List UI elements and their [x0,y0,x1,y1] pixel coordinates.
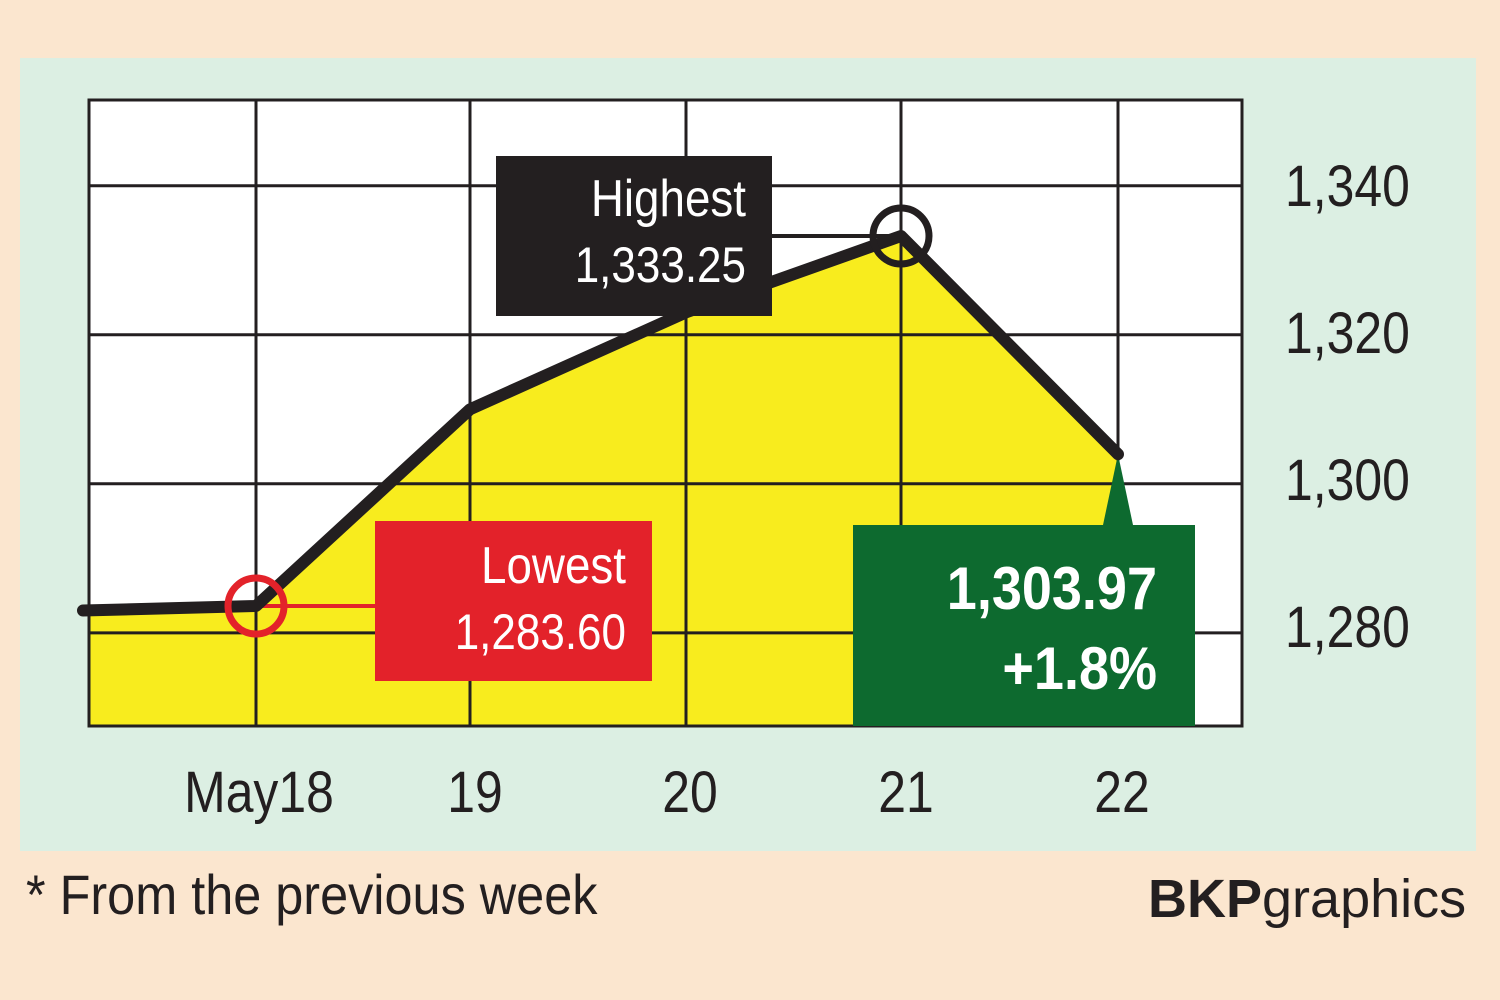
lowest-value: 1,283.60 [454,604,626,660]
brand-bold: BKP [1148,869,1263,929]
y-tick-label: 1,280 [1285,595,1410,660]
x-tick-label: 21 [878,760,934,825]
y-tick-label: 1,320 [1285,301,1410,366]
x-tick-label: 19 [447,760,503,825]
lowest-callout: Lowest 1,283.60 [375,521,652,681]
footnote: * From the previous week [26,863,598,926]
lowest-marker [224,574,288,638]
y-tick-label: 1,300 [1285,448,1410,513]
latest-change: +1.8% [1002,635,1157,702]
highest-marker [869,204,933,268]
x-tick-label: May18 [184,760,334,825]
y-tick-label: 1,340 [1285,154,1410,219]
highest-label: Highest [590,170,746,228]
x-tick-label: 22 [1094,760,1150,825]
latest-value: 1,303.97 [946,555,1157,622]
brand-light: graphics [1262,869,1467,929]
latest-callout: 1,303.97 +1.8% [853,525,1195,726]
plot-frame [87,98,1244,728]
highest-value: 1,333.25 [574,237,746,293]
brand-logo: BKPgraphics [1148,868,1466,930]
highest-callout: Highest 1,333.25 [496,156,772,316]
lowest-label: Lowest [481,537,626,595]
latest-pointer [1103,454,1133,525]
x-tick-label: 20 [662,760,718,825]
